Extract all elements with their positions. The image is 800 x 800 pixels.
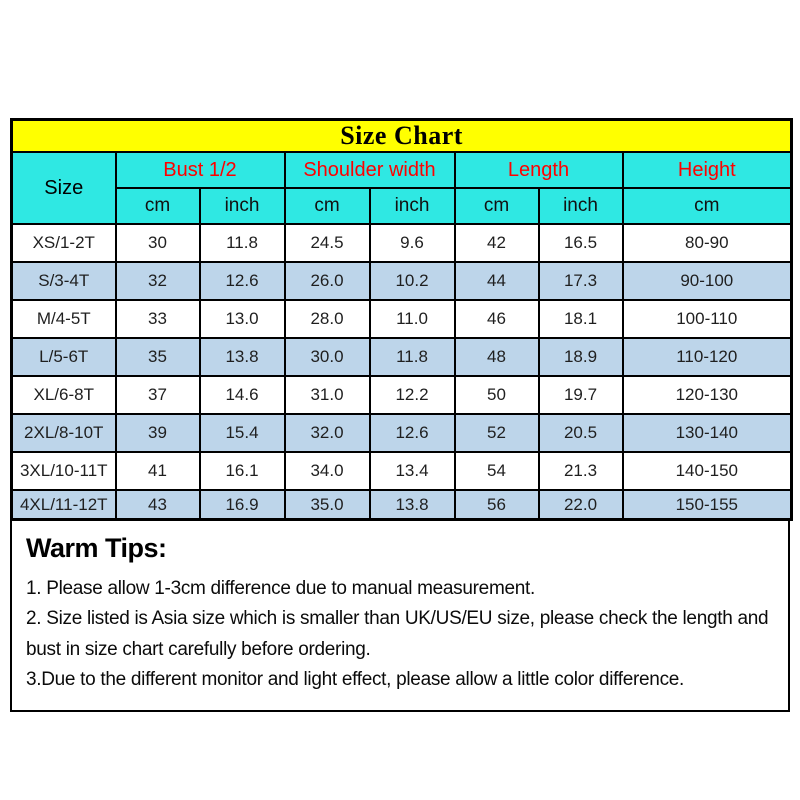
unit-header-row: cm inch cm inch cm inch cm [12,187,793,225]
table-cell: 37 [114,375,201,415]
table-row: XS/1-2T 30 11.8 24.5 9.6 42 16.5 80-90 [10,223,793,263]
table-cell: 34.0 [283,451,371,491]
table-cell: 13.8 [368,489,456,521]
warm-tips-heading: Warm Tips: [26,533,167,563]
table-cell: 130-140 [621,413,793,453]
header-length: Length [453,151,624,189]
cell-size: 3XL/10-11T [10,451,117,491]
table-cell: 18.9 [537,337,624,377]
table-cell: 28.0 [283,299,371,339]
table-cell: 35 [114,337,201,377]
cell-size: L/5-6T [10,337,117,377]
table-cell: 150-155 [621,489,793,521]
cell-size: 2XL/8-10T [10,413,117,453]
table-cell: 12.6 [198,261,286,301]
table-cell: 11.0 [368,299,456,339]
table-row: 2XL/8-10T 39 15.4 32.0 12.6 52 20.5 130-… [10,413,793,453]
warm-tip-3: 3.Due to the different monitor and light… [26,669,685,691]
warm-tips-box: Warm Tips: 1. Please allow 1-3cm differe… [10,521,790,712]
table-row: L/5-6T 35 13.8 30.0 11.8 48 18.9 110-120 [10,337,793,377]
table-cell: 100-110 [621,299,793,339]
table-cell: 54 [453,451,540,491]
table-cell: 31.0 [283,375,371,415]
table-cell: 18.1 [537,299,624,339]
table-row: S/3-4T 32 12.6 26.0 10.2 44 17.3 90-100 [10,261,793,301]
table-row: XL/6-8T 37 14.6 31.0 12.2 50 19.7 120-13… [10,375,793,415]
table-cell: 46 [453,299,540,339]
table-cell: 52 [453,413,540,453]
header-shoulder-width: Shoulder width [283,151,456,189]
table-cell: 48 [453,337,540,377]
table-cell: 14.6 [198,375,286,415]
table-cell: 39 [114,413,201,453]
cell-size: M/4-5T [10,299,117,339]
table-cell: 32.0 [283,413,371,453]
table-cell: 120-130 [621,375,793,415]
unit-shoulder-inch: inch [368,187,456,225]
table-row: 3XL/10-11T 41 16.1 34.0 13.4 54 21.3 140… [10,451,793,491]
table-cell: 35.0 [283,489,371,521]
table-cell: 110-120 [621,337,793,377]
size-chart-table: Size Chart Size Bust 1/2 Shoulder width … [10,118,794,521]
column-group-header-row: Size Bust 1/2 Shoulder width Length Heig… [10,151,793,225]
table-cell: 16.1 [198,451,286,491]
table-cell: 22.0 [537,489,624,521]
table-cell: 43 [114,489,201,521]
table-cell: 56 [453,489,540,521]
table-cell: 11.8 [198,223,286,263]
table-cell: 15.4 [198,413,286,453]
table-row: M/4-5T 33 13.0 28.0 11.0 46 18.1 100-110 [10,299,793,339]
table-cell: 12.6 [368,413,456,453]
table-cell: 33 [114,299,201,339]
table-title-row: Size Chart [10,118,793,153]
table-cell: 30 [114,223,201,263]
header-bust: Bust 1/2 [114,151,286,189]
table-cell: 16.5 [537,223,624,263]
unit-shoulder-cm: cm [283,187,371,225]
table-cell: 13.4 [368,451,456,491]
table-cell: 30.0 [283,337,371,377]
table-cell: 16.9 [198,489,286,521]
table-cell: 12.2 [368,375,456,415]
size-chart-title: Size Chart [10,118,793,153]
table-cell: 44 [453,261,540,301]
header-size: Size [10,151,117,225]
unit-bust-inch: inch [198,187,286,225]
unit-length-inch: inch [537,187,624,225]
cell-size: XS/1-2T [10,223,117,263]
table-cell: 90-100 [621,261,793,301]
table-cell: 26.0 [283,261,371,301]
cell-size: S/3-4T [10,261,117,301]
table-cell: 13.0 [198,299,286,339]
table-cell: 17.3 [537,261,624,301]
cell-size: XL/6-8T [10,375,117,415]
unit-length-cm: cm [453,187,540,225]
warm-tip-2: 2. Size listed is Asia size which is sma… [26,608,769,660]
cell-size: 4XL/11-12T [10,489,117,521]
table-cell: 140-150 [621,451,793,491]
table-cell: 32 [114,261,201,301]
table-cell: 50 [453,375,540,415]
table-cell: 13.8 [198,337,286,377]
unit-bust-cm: cm [114,187,201,225]
table-cell: 10.2 [368,261,456,301]
unit-height-cm: cm [621,187,793,225]
table-cell: 19.7 [537,375,624,415]
table-cell: 80-90 [621,223,793,263]
warm-tip-1: 1. Please allow 1-3cm difference due to … [26,578,535,599]
table-row: 4XL/11-12T 43 16.9 35.0 13.8 56 22.0 150… [10,489,793,521]
table-cell: 42 [453,223,540,263]
table-cell: 24.5 [283,223,371,263]
table-cell: 9.6 [368,223,456,263]
table-cell: 21.3 [537,451,624,491]
table-cell: 41 [114,451,201,491]
table-cell: 11.8 [368,337,456,377]
header-height: Height [621,151,793,189]
table-cell: 20.5 [537,413,624,453]
